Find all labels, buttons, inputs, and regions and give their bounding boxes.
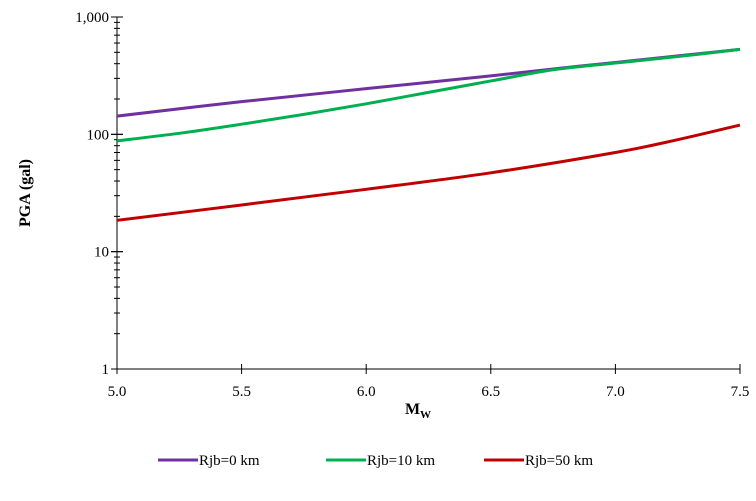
legend: Rjb=0 km Rjb=10 km Rjb=50 km — [158, 453, 593, 469]
x-axis-title-main: M — [405, 401, 420, 418]
y-tick-label: 1,000 — [75, 10, 109, 26]
y-tick-label: 10 — [94, 245, 109, 261]
x-tick-label: 6.0 — [357, 384, 376, 400]
y-axis-title: PGA (gal) — [17, 159, 34, 227]
x-tick-label: 7.5 — [731, 384, 750, 400]
series-line-3 — [116, 123, 741, 222]
legend-label-1: Rjb=0 km — [199, 453, 260, 469]
y-tick-label: 100 — [87, 127, 110, 143]
axes — [111, 16, 741, 374]
x-tick-label: 5.0 — [108, 384, 127, 400]
x-tick-label: 6.5 — [481, 384, 500, 400]
x-axis-title-subscript: W — [420, 409, 431, 421]
x-axis-title: MW — [405, 401, 431, 421]
legend-label-3: Rjb=50 km — [525, 453, 593, 469]
x-tick-label: 5.5 — [232, 384, 251, 400]
series-line-2 — [116, 47, 741, 143]
x-tick-label: 7.0 — [606, 384, 625, 400]
tick-labels: 1 10 100 1,000 5.0 5.5 6.0 6.5 7.0 7.5 — [75, 10, 749, 400]
y-tick-label: 1 — [102, 362, 110, 378]
legend-label-2: Rjb=10 km — [367, 453, 435, 469]
series-layer — [116, 47, 741, 222]
